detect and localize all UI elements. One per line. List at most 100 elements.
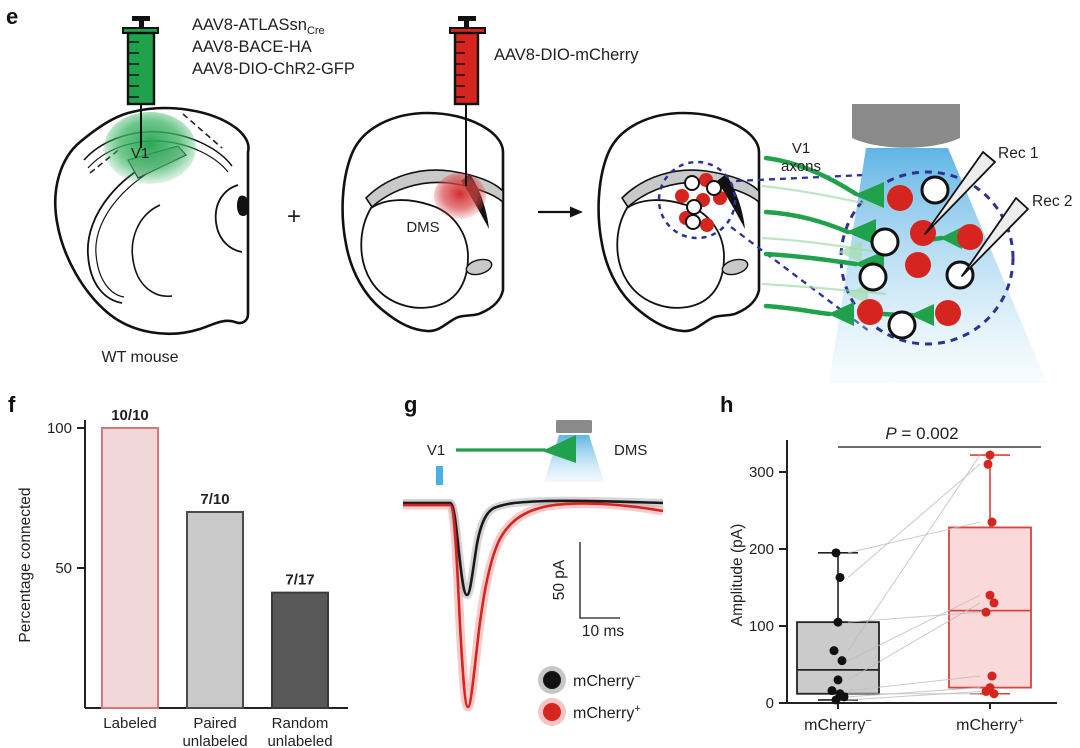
- h-data-point: [829, 646, 839, 656]
- h-pair-line: [847, 521, 981, 554]
- legend-pos-sup: +: [634, 703, 640, 715]
- zoom-source-circle: [657, 160, 737, 240]
- h-pair-line: [847, 675, 981, 692]
- h-data-point: [989, 689, 999, 699]
- f-category-label: Random: [272, 715, 329, 732]
- h-data-point: [833, 617, 843, 627]
- g-legend: mCherry− mCherry+: [538, 666, 641, 726]
- p-value-italic: P: [885, 424, 897, 443]
- p-value-label: P = 0.002: [885, 424, 958, 443]
- dms-expression-area: [434, 173, 486, 219]
- legend-neg-sup: −: [634, 671, 640, 683]
- f-category-label: Paired: [193, 715, 236, 732]
- h-pair-line: [847, 690, 981, 701]
- g-scalebar: 50 pA 10 ms: [551, 542, 624, 640]
- recording-pipette-1: [924, 151, 996, 235]
- objective-icon: [852, 104, 960, 148]
- f-ytick: 100: [47, 420, 72, 437]
- g-objective-icon: [556, 420, 592, 433]
- light-pulse-marker: [436, 466, 443, 485]
- h-data-point: [831, 695, 841, 705]
- arrow-right-icon: [538, 206, 583, 218]
- g-dms-label: DMS: [614, 442, 647, 459]
- faded-axons: [761, 184, 887, 296]
- green-syringe-icon: [122, 16, 159, 148]
- faded-bouton: [846, 284, 868, 304]
- h-y-axis-label: Amplitude (pA): [729, 524, 746, 627]
- legend-mcherry-pos: mCherry+: [573, 703, 641, 722]
- legend-dot-red: [543, 703, 561, 721]
- h-pair-line: [847, 602, 981, 681]
- g-trace-plot: [403, 496, 664, 712]
- p-value-rest: = 0.002: [897, 424, 959, 443]
- h-data-point: [987, 517, 997, 527]
- f-bar-label: 7/10: [200, 491, 229, 508]
- h-pair-line: [847, 594, 981, 662]
- h-data-point: [827, 686, 837, 696]
- f-y-axis-label: Percentage connected: [17, 487, 34, 642]
- mouse-label: WT mouse: [101, 349, 178, 366]
- red-syringe-icon: [449, 16, 486, 106]
- h-pair-line: [847, 454, 981, 651]
- f-bar: [101, 427, 159, 709]
- f-bar: [186, 511, 244, 709]
- f-ytick: 50: [55, 560, 72, 577]
- g-v1-label: V1: [427, 442, 445, 459]
- h-pair-line: [847, 611, 981, 623]
- v1-axons-label-line2: axons: [781, 158, 821, 175]
- v1-axons: [763, 155, 945, 318]
- h-data-point: [831, 548, 841, 558]
- h-data-point: [981, 607, 991, 617]
- h-box: [948, 526, 1032, 689]
- plus-sign: +: [287, 203, 301, 230]
- h-data-point: [987, 671, 997, 681]
- recording-zoom-view: V1 axons Rec 1 Rec 2: [761, 104, 1073, 383]
- zoom-target-circle: [839, 170, 1015, 346]
- dms-virus-label: AAV8-DIO-mCherry: [494, 46, 639, 64]
- panel-h-boxplot: Amplitude (pA) P = 0.002 0 100 200 300 mCher…: [729, 424, 1057, 734]
- faded-bouton: [838, 241, 862, 263]
- scalebar-pa-label: 50 pA: [551, 559, 568, 600]
- dms-region-label: DMS: [406, 219, 439, 236]
- h-data-point: [835, 572, 845, 582]
- legend-dot-black: [543, 671, 561, 689]
- h-data-point: [839, 692, 849, 702]
- f-bar-label: 10/10: [111, 407, 149, 424]
- v1-axons-label-line1: V1: [792, 140, 810, 157]
- h-data-point: [985, 590, 995, 600]
- virus-label-atlas-sub: Cre: [307, 25, 325, 37]
- h-pair-line: [847, 687, 981, 698]
- rec2-label: Rec 2: [1032, 193, 1073, 210]
- recording-pipette-2: [961, 197, 1029, 277]
- panel-f-chart: Percentage connected 50 100 10/10 Labeled 7/…: [17, 407, 348, 748]
- panel-f-label: f: [8, 392, 16, 417]
- virus-label-atlas-main: AAV8-ATLASsn: [192, 16, 307, 34]
- h-ytick: 100: [749, 618, 774, 635]
- v1-virus-labels: AAV8-ATLASsnCre AAV8-BACE-HA AAV8-DIO-Ch…: [192, 16, 355, 78]
- g-schematic: V1 DMS: [427, 420, 647, 485]
- h-boxes-group: 0 100 200 300 mCherry− mCherry+: [749, 440, 1057, 734]
- legend-pos-base: mCherry: [573, 705, 634, 722]
- f-category-label: unlabeled: [182, 733, 247, 748]
- labeled-cell-cluster: [675, 173, 727, 232]
- v1-region-label: V1: [131, 145, 149, 162]
- h-ytick: 0: [766, 695, 774, 712]
- h-data-point: [985, 450, 995, 460]
- h-data-point: [989, 598, 999, 608]
- trace-mcherry-pos: [403, 502, 664, 709]
- virus-label-bace: AAV8-BACE-HA: [192, 38, 312, 56]
- f-bar: [271, 591, 329, 709]
- rec1-label: Rec 1: [998, 145, 1039, 162]
- h-data-point: [983, 459, 993, 469]
- brain-section-v1: V1: [53, 106, 250, 335]
- h-category-label: mCherry+: [956, 715, 1024, 734]
- brain-section-dms: DMS: [341, 104, 505, 333]
- h-category-label: mCherry−: [804, 715, 872, 734]
- f-bar-label: 7/17: [285, 572, 314, 589]
- h-pair-line: [847, 463, 981, 578]
- f-category-label: Labeled: [103, 715, 156, 732]
- legend-mcherry-neg: mCherry−: [573, 671, 641, 690]
- scalebar-ms-label: 10 ms: [582, 623, 624, 640]
